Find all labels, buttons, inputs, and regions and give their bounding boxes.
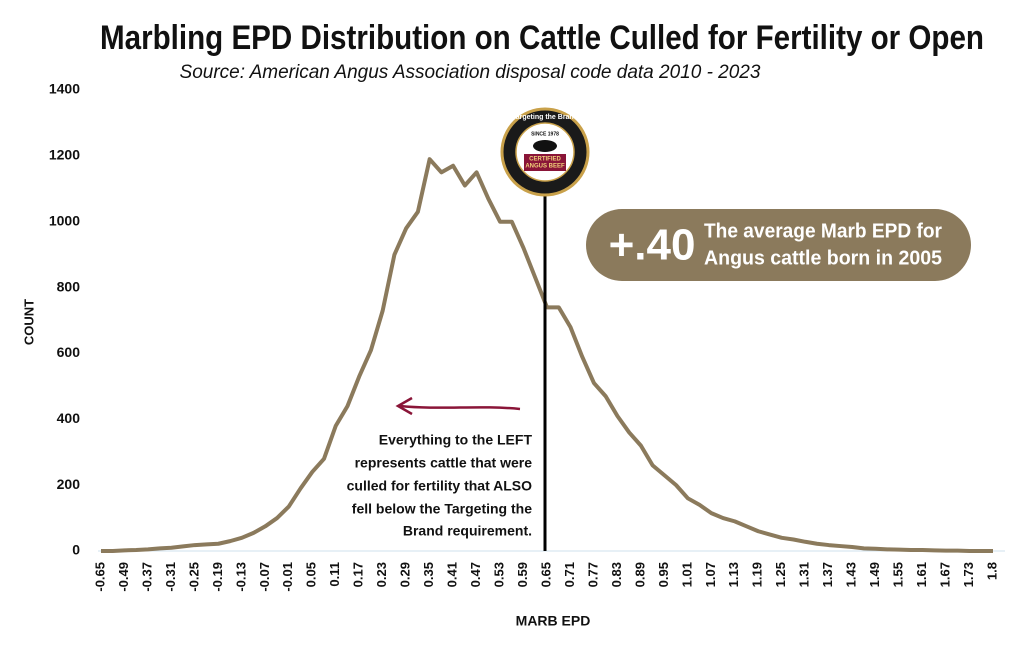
x-tick-label: 1.31	[797, 562, 812, 587]
y-tick-label: 1400	[49, 81, 80, 97]
y-axis-label: COUNT	[21, 299, 36, 345]
x-tick-label: -0.49	[116, 562, 131, 592]
arrow	[399, 404, 521, 411]
y-tick-label: 800	[57, 278, 81, 294]
x-tick-label: 1.73	[961, 562, 976, 587]
y-tick-label: 1000	[49, 212, 80, 228]
x-tick-label: -0.37	[139, 562, 154, 592]
logo-banner	[524, 154, 566, 171]
x-axis-label: MARB EPD	[516, 613, 591, 629]
x-tick-label: -0.19	[210, 562, 225, 592]
x-tick-label: -0.07	[257, 562, 272, 592]
x-tick-label: 1.55	[891, 562, 906, 587]
logo-since: SINCE 1978	[531, 131, 559, 137]
x-tick-label: 1.49	[867, 562, 882, 587]
note-text: culled for fertility that ALSO	[347, 478, 532, 494]
y-tick-label: 1200	[49, 147, 80, 163]
x-tick-label: 0.05	[304, 562, 319, 587]
x-tick-label: 0.23	[374, 562, 389, 587]
x-tick-label: 0.77	[585, 562, 600, 587]
callout-box	[586, 209, 971, 281]
x-tick-label: 1.37	[820, 562, 835, 587]
x-tick-label: 0.17	[351, 562, 366, 587]
logo-cow	[533, 140, 557, 152]
x-tick-label: 0.95	[656, 562, 671, 587]
y-tick-label: 400	[57, 410, 81, 426]
x-tick-label: 1.61	[914, 562, 929, 587]
callout-text: The average Marb EPD for	[704, 220, 942, 242]
x-tick-label: 0.35	[421, 562, 436, 587]
y-tick-label: 200	[57, 476, 81, 492]
x-tick-label: 0.71	[562, 562, 577, 587]
y-tick-label: 600	[57, 344, 81, 360]
x-tick-label: -0.13	[233, 562, 248, 592]
callout-value: +.40	[609, 221, 696, 270]
logo: Targeting the Brand SINCE 1978 CERTIFIED…	[500, 107, 590, 197]
note-text: represents cattle that were	[355, 455, 533, 471]
x-tick-label: 0.53	[491, 562, 506, 587]
chart-title: Marbling EPD Distribution on Cattle Cull…	[100, 19, 984, 57]
x-tick-label: -0.65	[92, 562, 107, 592]
line	[101, 157, 993, 553]
x-tick-label: 0.83	[609, 562, 624, 587]
x-tick-label: 0.29	[398, 562, 413, 587]
note-text: fell below the Targeting the	[352, 501, 532, 517]
x-tick-label: -0.31	[163, 562, 178, 592]
x-tick-label: 1.67	[937, 562, 952, 587]
x-tick-label: 1.01	[679, 562, 694, 587]
x-tick-label: 0.65	[538, 562, 553, 587]
x-tick-label: 0.41	[445, 562, 460, 587]
x-tick-label: 1.07	[703, 562, 718, 587]
x-tick-label: 0.59	[515, 562, 530, 587]
x-tick-label: 0.89	[632, 562, 647, 587]
x-tick-label: 1.43	[844, 562, 859, 587]
logo-brand: CERTIFIED	[529, 157, 561, 163]
note-text: Brand requirement.	[403, 523, 532, 539]
arrow-head	[395, 396, 413, 416]
x-tick-label: 0.11	[327, 562, 342, 587]
chart-subtitle: Source: American Angus Association dispo…	[180, 62, 761, 83]
logo-brand: ANGUS BEEF	[525, 164, 565, 170]
x-tick-label: -0.25	[186, 562, 201, 592]
x-tick-label: 0.47	[468, 562, 483, 587]
logo-ring-text: Targeting the Brand	[512, 114, 578, 121]
callout-text: Angus cattle born in 2005	[704, 247, 942, 269]
note-text: Everything to the LEFT	[379, 432, 533, 448]
x-tick-label: 1.13	[726, 562, 741, 587]
x-tick-label: 1.19	[750, 562, 765, 587]
y-tick-label: 0	[72, 542, 80, 558]
x-tick-label: -0.01	[280, 562, 295, 592]
x-tick-label: 1.8	[984, 562, 999, 580]
x-tick-label: 1.25	[773, 562, 788, 587]
